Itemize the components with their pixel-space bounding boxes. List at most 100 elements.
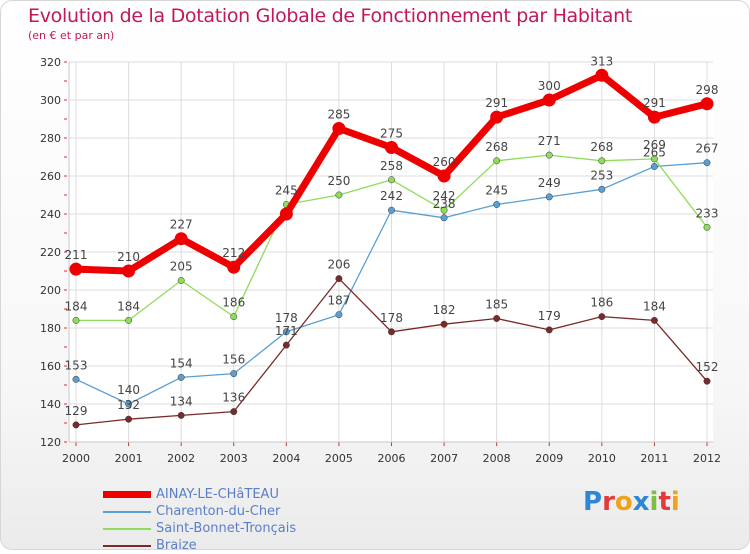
data-label-ainay-le-ch-teau: 313 <box>590 54 613 68</box>
legend: AINAY-LE-CHâTEAU Charenton-du-Cher Saint-B… <box>103 486 296 554</box>
y-tick-label: 200 <box>40 284 61 297</box>
data-point-saint-bonnet-tron-ais <box>335 191 343 199</box>
data-point-charenton-du-cher <box>493 201 501 208</box>
data-label-saint-bonnet-tron-ais: 258 <box>380 159 403 173</box>
data-label-ainay-le-ch-teau: 260 <box>433 155 456 169</box>
y-tick-label: 160 <box>40 360 61 373</box>
data-label-charenton-du-cher: 187 <box>327 294 350 308</box>
x-tick-label: 2001 <box>115 452 143 465</box>
data-label-charenton-du-cher: 153 <box>65 358 88 372</box>
data-label-charenton-du-cher: 253 <box>590 168 613 182</box>
data-point-charenton-du-cher <box>650 163 658 170</box>
data-label-saint-bonnet-tron-ais: 205 <box>170 260 193 274</box>
data-label-saint-bonnet-tron-ais: 268 <box>485 140 508 154</box>
data-label-saint-bonnet-tron-ais: 271 <box>538 134 561 148</box>
legend-item: AINAY-LE-CHâTEAU <box>103 486 296 503</box>
data-point-ainay-le-ch-teau <box>69 262 83 276</box>
data-label-ainay-le-ch-teau: 291 <box>485 96 508 110</box>
data-point-braize <box>388 328 395 336</box>
data-point-ainay-le-ch-teau <box>700 97 714 111</box>
x-tick-label: 2008 <box>483 452 511 465</box>
data-point-charenton-du-cher <box>177 373 185 381</box>
x-tick-label: 2012 <box>693 452 721 465</box>
data-label-ainay-le-ch-teau: 210 <box>117 250 140 264</box>
data-point-ainay-le-ch-teau <box>542 93 556 107</box>
data-point-braize <box>650 316 658 324</box>
legend-item: Braize <box>103 537 296 554</box>
data-point-braize <box>545 326 553 334</box>
data-point-ainay-le-ch-teau <box>490 110 504 124</box>
legend-swatch <box>103 527 151 530</box>
data-label-saint-bonnet-tron-ais: 184 <box>117 299 140 313</box>
data-label-saint-bonnet-tron-ais: 184 <box>65 299 88 313</box>
data-point-saint-bonnet-tron-ais <box>125 316 133 324</box>
data-label-braize: 182 <box>433 303 456 317</box>
data-point-charenton-du-cher <box>282 328 290 336</box>
legend-item: Saint-Bonnet-Tronçais <box>103 520 296 537</box>
data-label-charenton-du-cher: 154 <box>170 356 193 370</box>
data-point-saint-bonnet-tron-ais <box>650 155 658 163</box>
data-point-braize <box>72 421 80 429</box>
data-point-charenton-du-cher <box>230 370 238 378</box>
data-label-ainay-le-ch-teau: 298 <box>696 83 719 97</box>
data-point-braize <box>177 411 185 419</box>
data-label-braize: 136 <box>222 391 245 405</box>
data-label-saint-bonnet-tron-ais: 245 <box>275 184 298 198</box>
data-label-charenton-du-cher: 238 <box>433 197 456 211</box>
data-point-ainay-le-ch-teau <box>122 264 136 278</box>
x-tick-label: 2009 <box>535 452 563 465</box>
x-tick-label: 2006 <box>378 452 406 465</box>
data-label-charenton-du-cher: 178 <box>275 311 298 325</box>
data-label-charenton-du-cher: 242 <box>380 189 403 203</box>
data-label-charenton-du-cher: 265 <box>643 146 666 160</box>
data-label-saint-bonnet-tron-ais: 269 <box>643 138 666 152</box>
x-tick-label: 2011 <box>640 452 668 465</box>
y-tick-label: 180 <box>40 322 61 335</box>
proxiti-logo: Proxiti <box>583 487 680 517</box>
data-label-braize: 134 <box>170 394 193 408</box>
x-tick-label: 2004 <box>272 452 300 465</box>
chart-title: Evolution de la Dotation Globale de Fonc… <box>28 5 633 27</box>
legend-label: Charenton-du-Cher <box>156 504 281 519</box>
legend-label: AINAY-LE-CHâTEAU <box>156 487 279 502</box>
data-point-saint-bonnet-tron-ais <box>177 277 185 284</box>
y-tick-label: 300 <box>40 94 61 107</box>
data-label-braize: 171 <box>275 324 298 338</box>
data-point-charenton-du-cher <box>125 400 133 408</box>
data-point-braize <box>703 377 711 385</box>
data-point-ainay-le-ch-teau <box>647 110 661 124</box>
data-label-charenton-du-cher: 156 <box>222 353 245 367</box>
data-label-braize: 206 <box>327 258 350 272</box>
data-label-braize: 179 <box>538 309 561 323</box>
data-label-ainay-le-ch-teau: 300 <box>538 79 561 93</box>
x-tick-label: 2005 <box>325 452 353 465</box>
data-label-saint-bonnet-tron-ais: 250 <box>327 174 350 188</box>
data-label-ainay-le-ch-teau: 291 <box>643 96 666 110</box>
data-point-charenton-du-cher <box>388 206 395 214</box>
data-label-saint-bonnet-tron-ais: 268 <box>590 140 613 154</box>
legend-swatch <box>103 544 151 547</box>
y-tick-label: 140 <box>40 398 61 411</box>
data-point-charenton-du-cher <box>598 185 606 193</box>
data-label-braize: 152 <box>696 360 719 374</box>
data-label-braize: 184 <box>643 299 666 313</box>
data-label-braize: 129 <box>65 404 88 418</box>
legend-swatch <box>103 510 151 513</box>
data-point-saint-bonnet-tron-ais <box>440 206 448 214</box>
data-point-ainay-le-ch-teau <box>437 169 451 183</box>
data-point-ainay-le-ch-teau <box>332 122 346 135</box>
y-tick-label: 260 <box>40 170 61 183</box>
data-point-charenton-du-cher <box>703 159 711 167</box>
data-point-braize <box>282 341 290 349</box>
x-tick-label: 2003 <box>220 452 248 465</box>
data-point-saint-bonnet-tron-ais <box>388 176 395 184</box>
y-tick-label: 320 <box>40 56 61 69</box>
data-label-charenton-du-cher: 267 <box>696 142 719 156</box>
x-tick-label: 2010 <box>588 452 616 465</box>
data-label-saint-bonnet-tron-ais: 186 <box>222 296 245 310</box>
legend-swatch <box>103 491 151 498</box>
data-point-saint-bonnet-tron-ais <box>493 157 501 165</box>
y-tick-label: 220 <box>40 246 61 259</box>
